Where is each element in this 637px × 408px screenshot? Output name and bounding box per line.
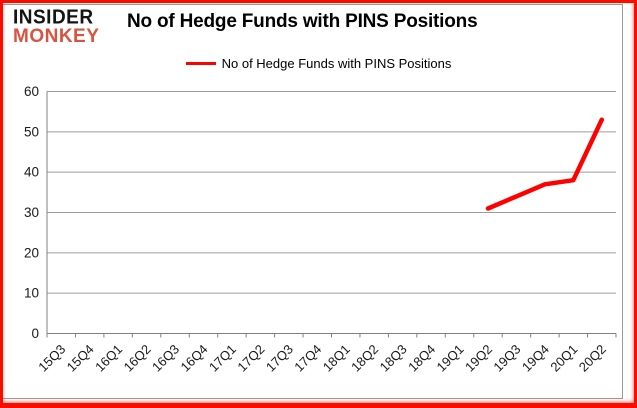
- x-tick-label-17Q3: 17Q3: [263, 342, 296, 375]
- y-tick-label-30: 30: [24, 205, 39, 220]
- x-tick-label-20Q1: 20Q1: [547, 342, 580, 375]
- legend-line-swatch: [185, 62, 216, 65]
- y-tick-label-10: 10: [24, 286, 39, 301]
- x-tick-label-17Q1: 17Q1: [206, 342, 239, 375]
- x-tick-label-18Q1: 18Q1: [320, 342, 353, 375]
- x-tick-label-17Q2: 17Q2: [234, 342, 267, 375]
- x-tick-label-19Q1: 19Q1: [434, 342, 467, 375]
- x-tick-label-15Q4: 15Q4: [64, 342, 97, 375]
- x-tick-label-16Q1: 16Q1: [92, 342, 125, 375]
- y-tick-label-40: 40: [24, 165, 39, 180]
- x-tick-label-16Q3: 16Q3: [149, 342, 182, 375]
- x-tick-label-18Q2: 18Q2: [348, 342, 381, 375]
- x-tick-label-19Q2: 19Q2: [462, 342, 495, 375]
- x-tick-label-19Q3: 19Q3: [490, 342, 523, 375]
- y-tick-label-20: 20: [24, 245, 39, 260]
- logo-text-insider: INSIDER: [13, 6, 94, 29]
- chart-legend: No of Hedge Funds with PINS Positions: [0, 56, 637, 71]
- legend-label: No of Hedge Funds with PINS Positions: [221, 56, 452, 71]
- x-tick-label-20Q2: 20Q2: [576, 342, 609, 375]
- x-tick-label-18Q3: 18Q3: [377, 342, 410, 375]
- x-tick-label-18Q4: 18Q4: [405, 342, 438, 375]
- x-tick-label-19Q4: 19Q4: [519, 342, 552, 375]
- y-tick-label-0: 0: [31, 326, 39, 341]
- y-tick-label-60: 60: [24, 84, 39, 99]
- x-tick-label-16Q2: 16Q2: [121, 342, 154, 375]
- y-tick-label-50: 50: [24, 124, 39, 139]
- x-tick-label-17Q4: 17Q4: [291, 342, 324, 375]
- insider-monkey-logo: INSIDER MONKEY: [13, 8, 99, 46]
- logo-text-monkey: MONKEY: [13, 26, 100, 47]
- chart-title: No of Hedge Funds with PINS Positions: [127, 11, 478, 32]
- series-line-hedge-funds: [485, 117, 605, 211]
- x-tick-label-16Q4: 16Q4: [177, 342, 210, 375]
- x-tick-label-15Q3: 15Q3: [35, 342, 68, 375]
